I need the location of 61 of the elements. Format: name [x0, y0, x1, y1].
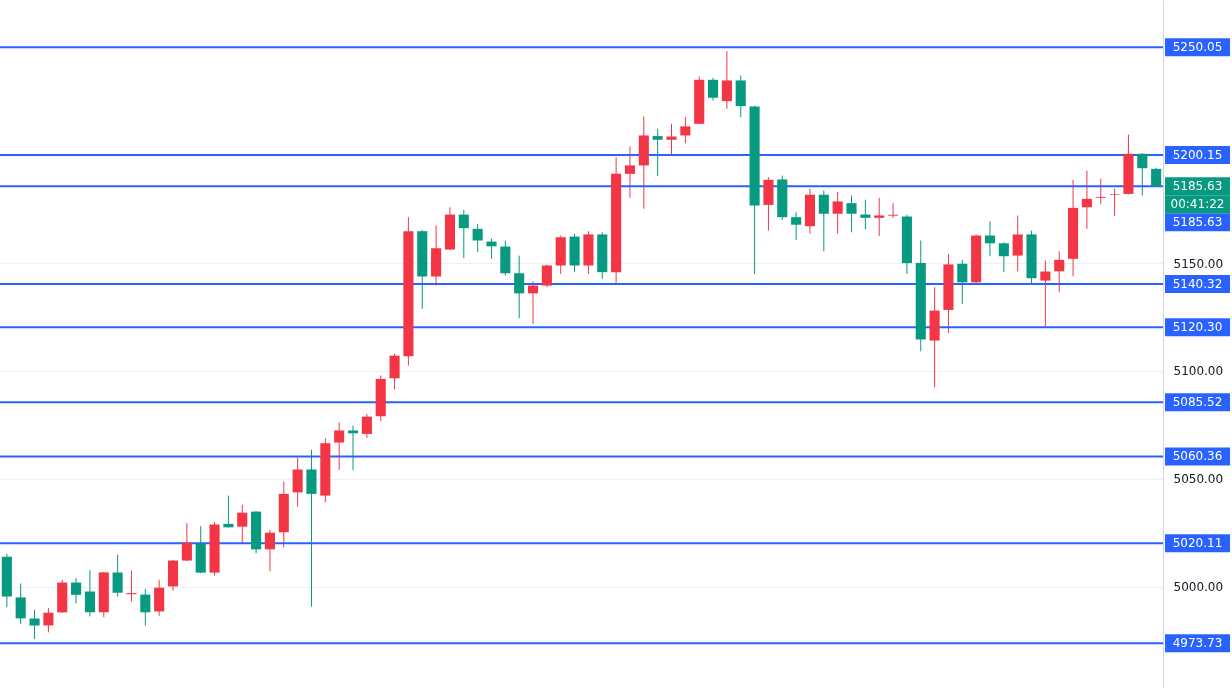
candlestick — [389, 353, 400, 391]
candlestick — [1054, 250, 1065, 293]
candlestick — [666, 123, 677, 156]
candlestick — [347, 425, 359, 471]
y-tick-label: 5050.00 — [1173, 472, 1224, 487]
candlestick — [292, 456, 303, 508]
candlestick — [264, 529, 275, 572]
candlestick — [486, 238, 497, 260]
candlestick — [652, 128, 663, 177]
candlestick — [984, 220, 996, 257]
candlestick — [541, 263, 552, 288]
ref-line-label: 5185.63 — [1172, 215, 1223, 230]
candlestick — [624, 145, 636, 199]
candlestick — [181, 522, 192, 562]
y-tick-label: 5100.00 — [1173, 364, 1224, 379]
candlestick — [888, 202, 899, 219]
candlestick — [458, 209, 469, 259]
candlestick — [43, 607, 54, 633]
candlestick — [140, 588, 151, 627]
candlestick — [791, 211, 802, 241]
candlestick — [514, 255, 525, 319]
ref-line-label: 5250.05 — [1172, 40, 1223, 55]
candlestick — [71, 577, 82, 604]
candlestick — [707, 77, 719, 101]
ref-line-label: 4973.73 — [1172, 636, 1223, 651]
candlestick — [680, 116, 691, 144]
candlestick — [29, 609, 40, 640]
candlestick — [1137, 152, 1148, 196]
candlestick — [1109, 188, 1120, 217]
candlestick — [874, 197, 885, 237]
candlestick — [527, 280, 539, 325]
ref-line-label: 5020.11 — [1172, 536, 1223, 551]
candlestick — [860, 199, 871, 230]
candlestick — [957, 259, 968, 305]
candlestick — [237, 504, 248, 545]
ref-line-label: 5200.15 — [1172, 147, 1223, 162]
candlestick — [15, 582, 26, 625]
ref-line-label: 5120.30 — [1172, 320, 1223, 335]
candlestick — [1012, 214, 1023, 272]
text: 00:41:22 — [1170, 197, 1225, 212]
candlestick — [84, 569, 95, 617]
candlestick — [112, 554, 123, 598]
ref-line-label: 5140.32 — [1172, 277, 1223, 291]
candlestick — [1040, 260, 1051, 328]
candlestick — [818, 189, 829, 252]
candlestick — [361, 413, 372, 439]
candlestick — [832, 191, 843, 235]
candlestick — [1095, 178, 1106, 205]
candlestick — [1081, 170, 1092, 230]
candlestick — [721, 50, 732, 110]
text: 5185.63 — [1172, 179, 1223, 194]
ref-line-label: 5060.36 — [1172, 449, 1223, 464]
y-tick-label: 5000.00 — [1173, 580, 1224, 595]
candlestick — [846, 194, 857, 233]
y-tick-label: 5150.00 — [1173, 256, 1224, 271]
ref-line-label: 5085.52 — [1172, 395, 1223, 410]
candlestick — [154, 579, 165, 617]
candlestick — [998, 241, 1009, 273]
candlestick — [334, 421, 345, 471]
candlestick — [126, 570, 137, 602]
candlestick — [472, 223, 483, 253]
